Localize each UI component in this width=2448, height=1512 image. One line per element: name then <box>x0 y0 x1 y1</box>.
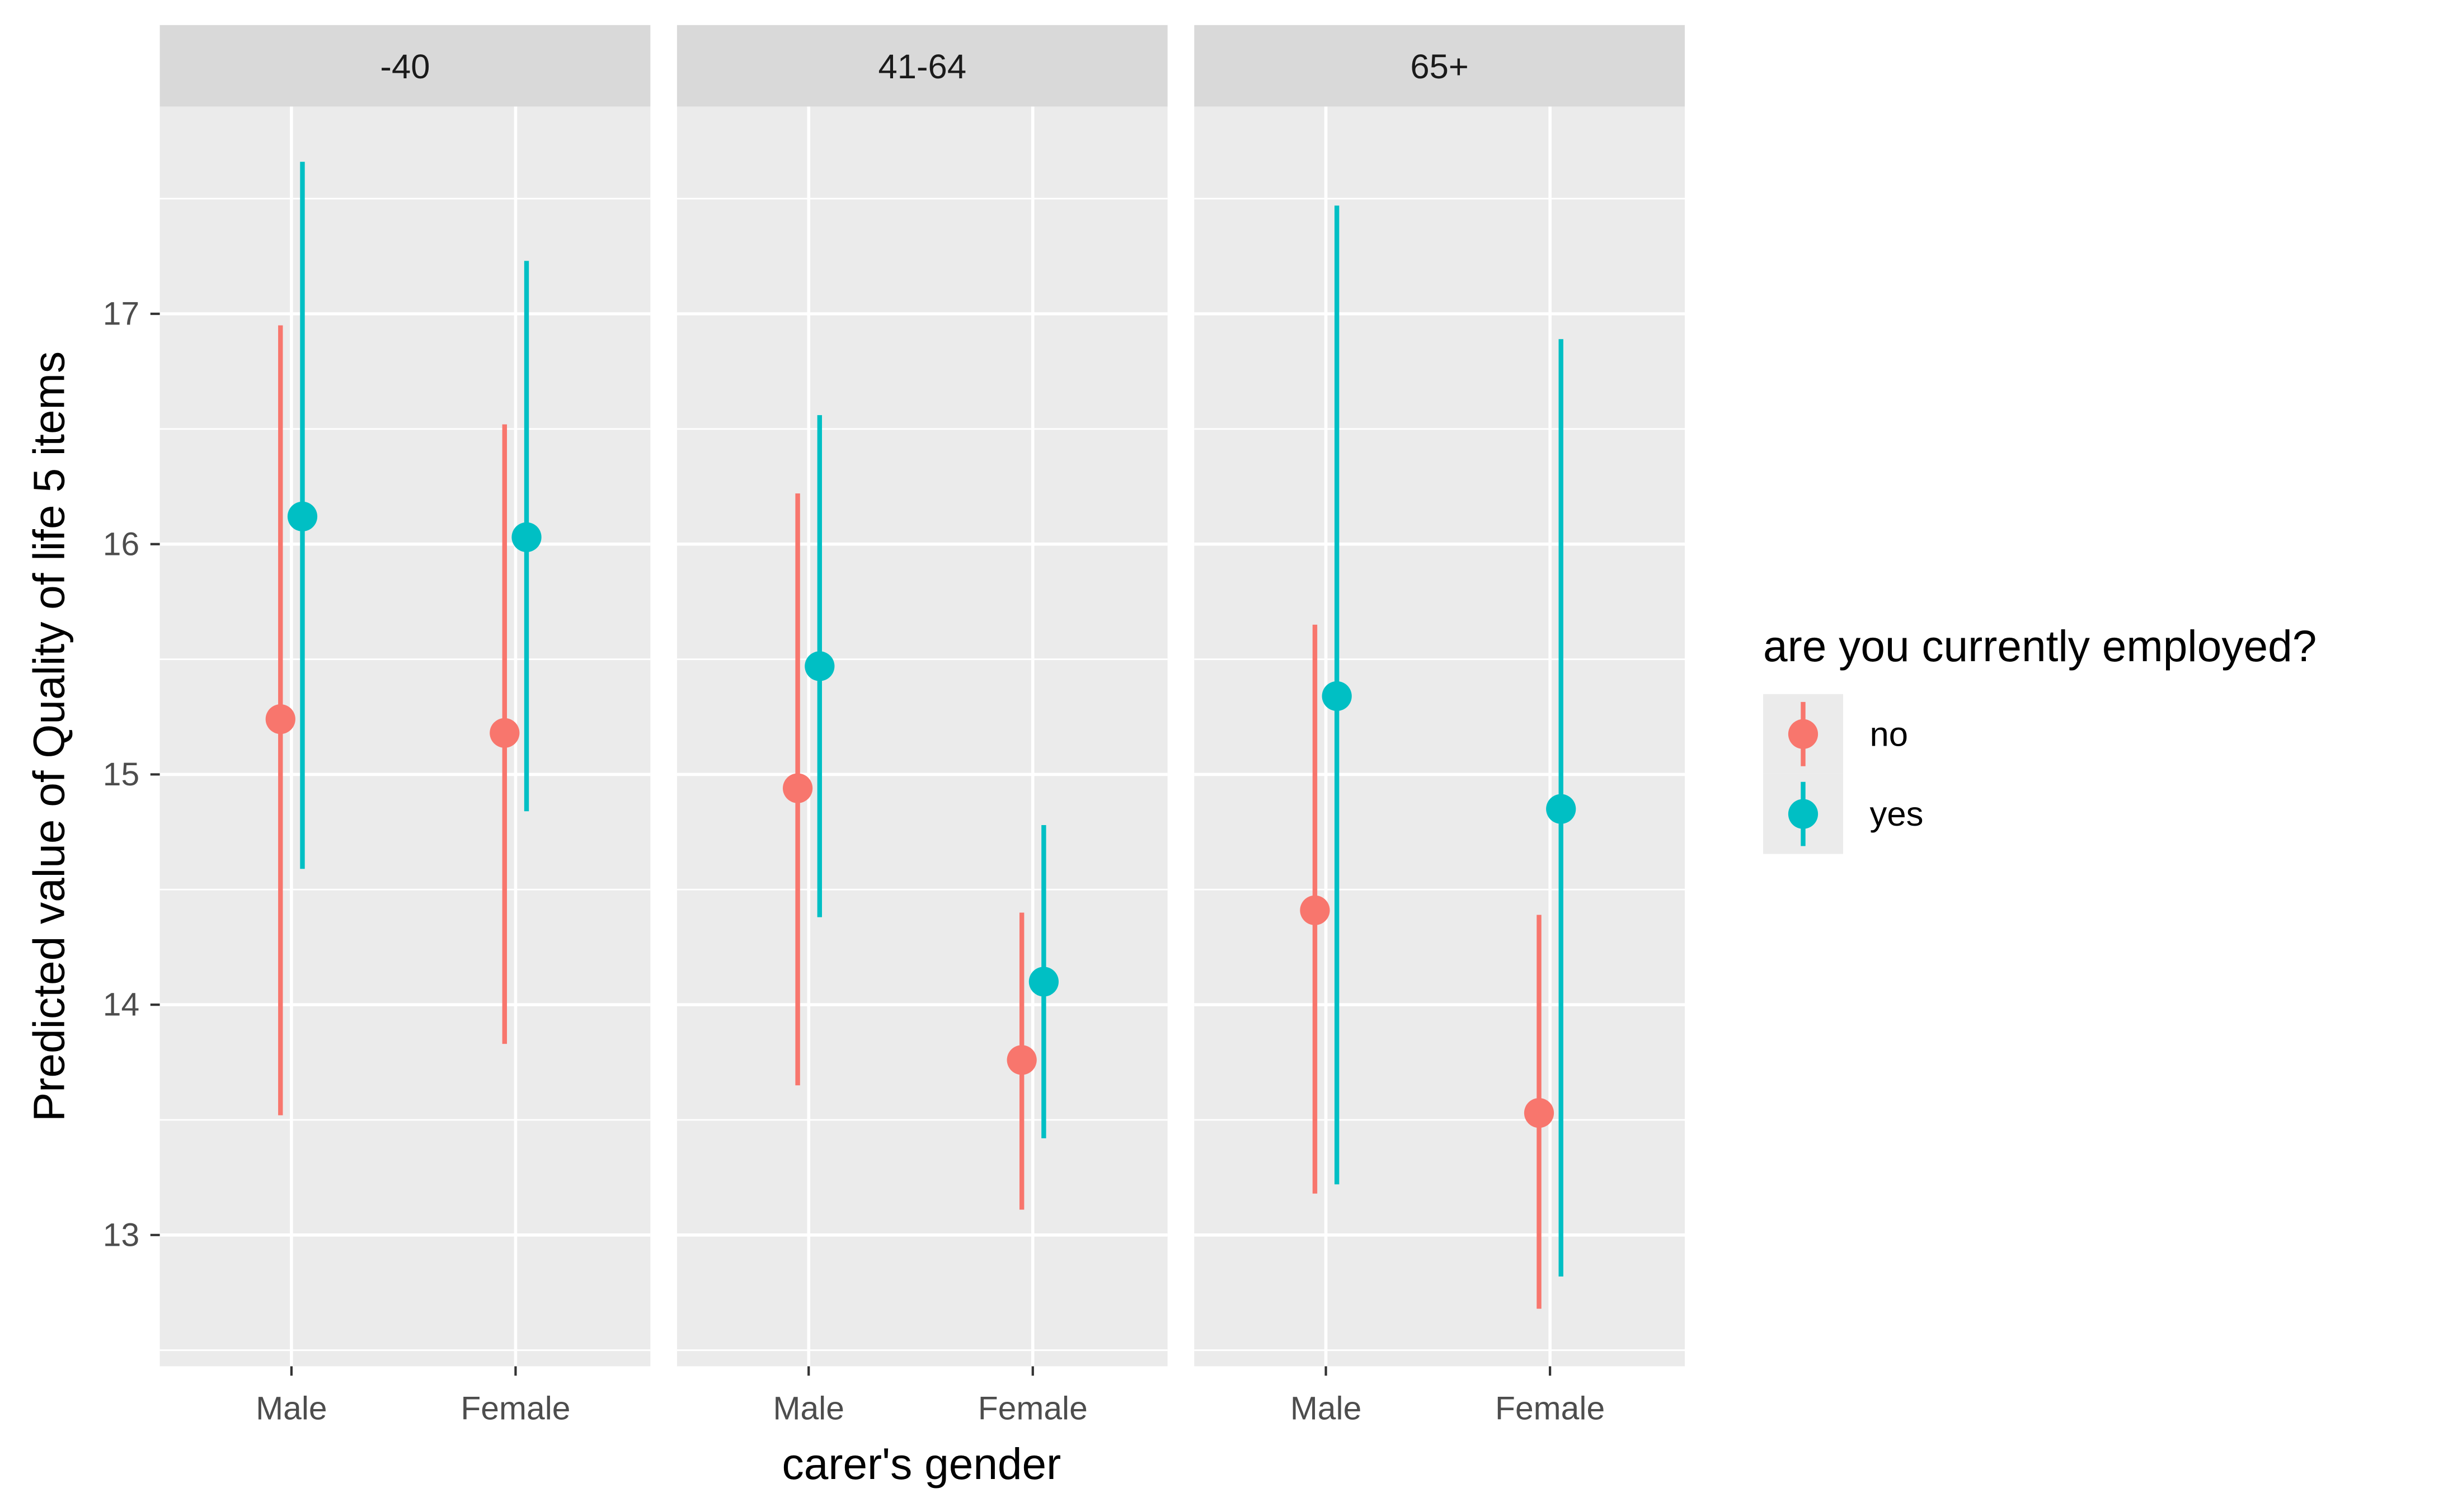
legend: are you currently employed? no yes <box>1763 621 2317 854</box>
point-yes <box>287 501 318 531</box>
point-yes <box>1028 967 1059 997</box>
strip-background <box>159 25 651 107</box>
panel-1: -40 Male Female <box>159 25 651 1427</box>
legend-label: yes <box>1870 795 1924 833</box>
y-tick-label: 16 <box>103 526 139 562</box>
y-axis: 13 14 15 16 17 <box>103 296 160 1253</box>
strip-background <box>1194 25 1685 107</box>
point-yes <box>1546 794 1576 824</box>
x-tick-label: Male <box>1290 1391 1361 1427</box>
panel-3: 65+ Male Female <box>1194 25 1685 1427</box>
strip-background <box>676 25 1168 107</box>
panel-background <box>1194 106 1685 1367</box>
panel-background <box>676 106 1168 1367</box>
x-tick-label: Male <box>256 1391 327 1427</box>
x-axis-title: carer's gender <box>782 1439 1061 1489</box>
x-tick-label: Female <box>1495 1391 1605 1427</box>
y-tick-label: 17 <box>103 296 139 332</box>
point-yes <box>1322 681 1352 712</box>
point-no <box>1300 895 1330 925</box>
legend-label: no <box>1870 715 1909 753</box>
x-tick-label: Male <box>773 1391 844 1427</box>
y-tick-label: 14 <box>103 987 139 1023</box>
legend-item-yes: yes <box>1763 774 1923 854</box>
panel-background <box>159 106 651 1367</box>
point-yes <box>511 522 542 552</box>
legend-title: are you currently employed? <box>1763 621 2317 671</box>
legend-key-point <box>1788 719 1819 749</box>
y-tick-label: 13 <box>103 1217 139 1253</box>
point-no <box>783 773 813 803</box>
panel-2: 41-64 Male Female <box>676 25 1168 1427</box>
x-tick-label: Female <box>978 1391 1088 1427</box>
strip-label: -40 <box>380 48 430 86</box>
legend-key-point <box>1788 799 1819 829</box>
point-no <box>490 718 520 748</box>
legend-item-no: no <box>1763 694 1908 774</box>
y-tick-label: 15 <box>103 756 139 793</box>
y-axis-title: Predicted value of Quality of life 5 ite… <box>25 351 74 1122</box>
point-yes <box>805 651 835 681</box>
point-no <box>1524 1098 1554 1128</box>
x-tick-label: Female <box>461 1391 570 1427</box>
point-no <box>265 704 295 734</box>
point-no <box>1007 1045 1037 1075</box>
panels: -40 Male Female 41-64 Male Female 65+ Male Femal… <box>159 25 1685 1427</box>
strip-label: 41-64 <box>878 48 967 86</box>
strip-label: 65+ <box>1410 48 1469 86</box>
